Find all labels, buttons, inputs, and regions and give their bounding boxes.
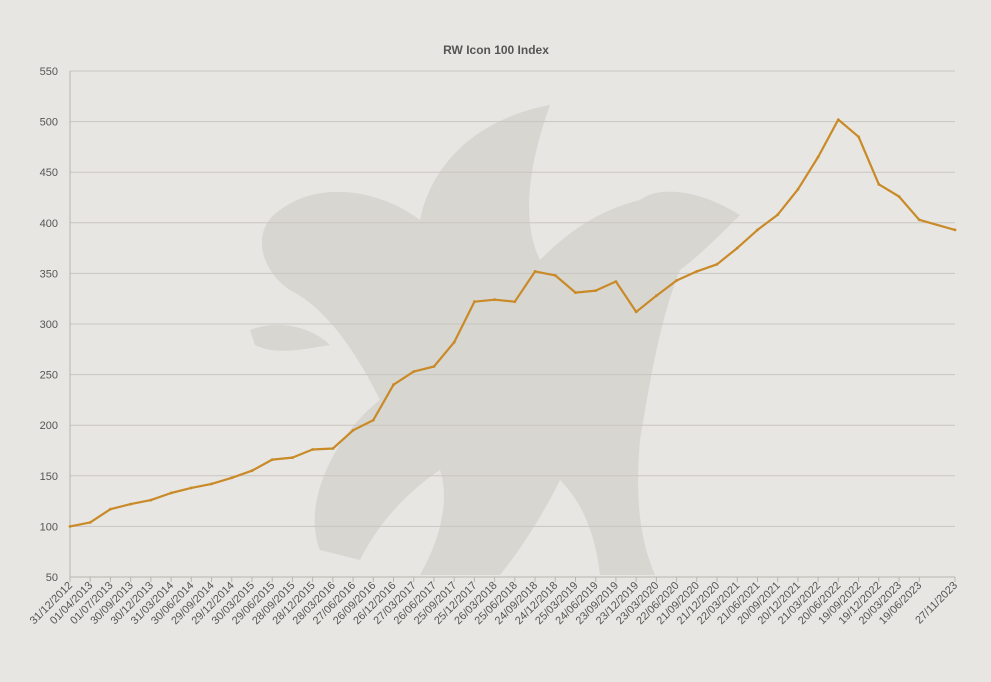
chart-title: RW Icon 100 Index — [443, 43, 549, 57]
data-point — [189, 486, 193, 490]
y-tick-label: 200 — [40, 420, 58, 432]
data-point — [917, 218, 921, 222]
y-tick-label: 250 — [40, 370, 58, 382]
data-point — [513, 300, 517, 304]
y-tick-label: 100 — [40, 521, 58, 533]
data-point — [756, 228, 759, 232]
data-point — [331, 447, 335, 450]
data-point — [129, 502, 133, 506]
data-point — [149, 498, 153, 502]
y-tick-label: 300 — [40, 319, 58, 331]
data-point — [594, 289, 598, 292]
data-point — [634, 310, 638, 314]
y-tick-label: 450 — [40, 167, 58, 179]
data-point — [473, 300, 476, 304]
data-point — [796, 188, 800, 191]
y-tick-label: 500 — [40, 117, 58, 129]
data-point — [311, 448, 314, 451]
data-point — [857, 135, 860, 139]
data-point — [675, 279, 678, 282]
data-point — [270, 458, 274, 461]
y-tick-label: 150 — [40, 471, 58, 483]
data-point — [614, 280, 618, 283]
data-point — [169, 491, 173, 495]
data-point — [776, 213, 780, 217]
data-point — [816, 155, 820, 159]
series-layer — [68, 118, 957, 528]
data-point — [230, 476, 234, 480]
y-axis: 50 100 150 200 250 300 350 400 450 500 550 — [40, 66, 58, 584]
y-tick-label: 50 — [46, 572, 58, 584]
data-point — [452, 340, 456, 344]
data-point — [68, 525, 72, 528]
data-point — [553, 274, 557, 277]
data-point — [953, 228, 957, 232]
data-point — [574, 291, 577, 294]
data-point — [412, 370, 416, 373]
data-point — [533, 270, 537, 273]
data-point — [432, 365, 436, 368]
data-point — [493, 298, 496, 302]
y-tick-label: 550 — [40, 66, 58, 78]
data-point — [88, 521, 92, 524]
griffin-watermark — [250, 105, 740, 575]
data-point — [897, 195, 901, 198]
gridlines — [70, 70, 955, 578]
data-point — [291, 456, 294, 459]
series-line-0 — [68, 118, 957, 528]
data-point — [877, 182, 881, 186]
data-point — [109, 507, 112, 511]
data-point — [715, 262, 719, 266]
data-point — [371, 418, 375, 422]
y-tick-label: 400 — [40, 218, 58, 230]
data-point — [695, 270, 699, 273]
data-point — [735, 246, 739, 250]
data-point — [836, 118, 840, 121]
data-point — [250, 469, 254, 473]
data-point — [392, 383, 395, 387]
data-point — [655, 294, 658, 298]
data-point — [210, 482, 213, 486]
data-point — [351, 428, 355, 432]
y-tick-label: 350 — [40, 268, 58, 280]
